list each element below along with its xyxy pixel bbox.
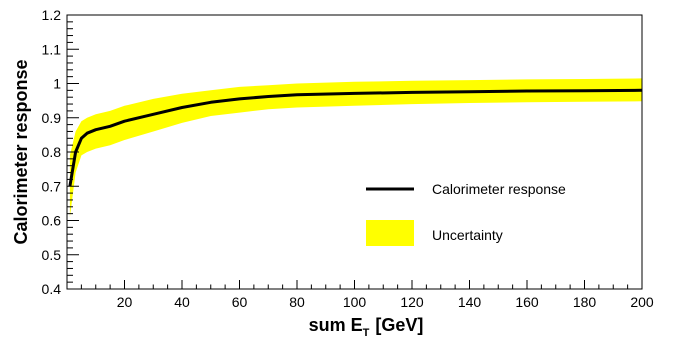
x-tick-label: 80 bbox=[289, 294, 305, 310]
response-line bbox=[68, 88, 643, 187]
y-tick-label: 0.8 bbox=[42, 144, 62, 160]
x-axis-title: sum ET [GeV] bbox=[309, 315, 424, 337]
x-tick-label: 140 bbox=[458, 294, 482, 310]
y-tick-label: 0.6 bbox=[42, 213, 62, 229]
x-tick-label: 40 bbox=[174, 294, 190, 310]
y-tick-label: 1.1 bbox=[42, 41, 62, 57]
axis-ticks: 20 40 60 80 100 120 140 160 180 200 0.4 0.5 0.6 0.7 0.… bbox=[42, 7, 654, 310]
legend-band-swatch bbox=[366, 220, 414, 246]
x-tick-label: 180 bbox=[573, 294, 597, 310]
plot-frame bbox=[66, 14, 643, 290]
y-axis-title: Calorimeter response bbox=[11, 59, 31, 244]
response-line-layer bbox=[68, 88, 643, 187]
uncertainty-band-layer bbox=[69, 78, 642, 218]
legend: Calorimeter response Uncertainty bbox=[366, 181, 566, 246]
legend-label-response: Calorimeter response bbox=[432, 181, 566, 197]
y-tick-label: 0.4 bbox=[42, 281, 62, 297]
uncertainty-band bbox=[69, 78, 642, 218]
x-tick-label: 60 bbox=[232, 294, 248, 310]
x-tick-label: 160 bbox=[515, 294, 539, 310]
y-tick-label: 0.9 bbox=[42, 110, 62, 126]
y-tick-label: 0.7 bbox=[42, 178, 62, 194]
y-tick-label: 1 bbox=[53, 76, 61, 92]
x-tick-label: 120 bbox=[400, 294, 424, 310]
y-tick-label: 1.2 bbox=[42, 7, 62, 23]
x-tick-label: 20 bbox=[117, 294, 133, 310]
x-tick-label: 200 bbox=[630, 294, 654, 310]
legend-label-uncertainty: Uncertainty bbox=[432, 227, 503, 243]
y-tick-label: 0.5 bbox=[42, 247, 62, 263]
x-tick-label: 100 bbox=[343, 294, 367, 310]
